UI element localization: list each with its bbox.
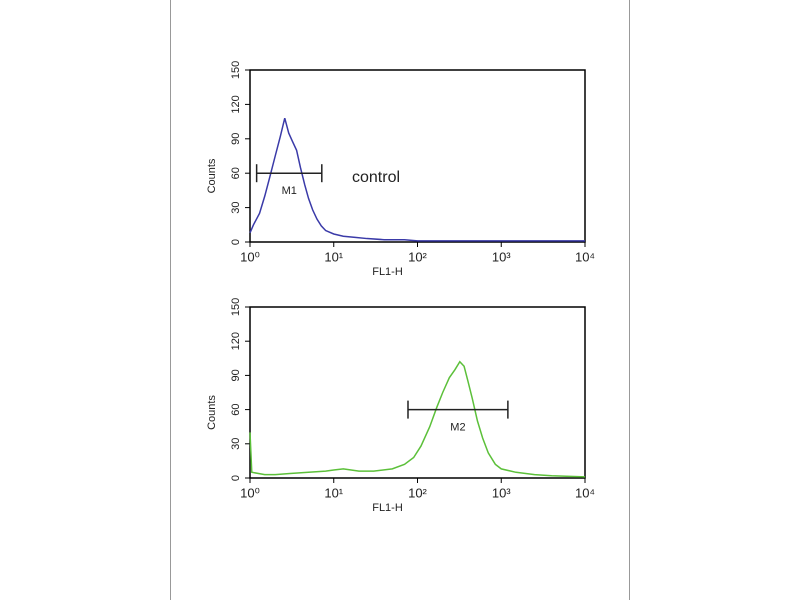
histogram-line [249, 117, 585, 242]
x-tick-label: 10¹ [324, 249, 343, 264]
y-axis-label: Counts [206, 395, 218, 430]
histogram-line [249, 360, 586, 478]
x-tick-label: 10⁰ [240, 485, 260, 500]
x-axis-label: FL1-H [372, 266, 403, 278]
y-tick-label: 60 [230, 403, 242, 415]
y-tick-label: 150 [230, 61, 242, 79]
x-axis-label: FL1-H [372, 502, 403, 514]
x-tick-label: 10³ [492, 485, 511, 500]
y-tick-label: 150 [230, 298, 242, 316]
x-tick-label: 10⁴ [575, 485, 595, 500]
x-tick-label: 10⁰ [240, 249, 260, 264]
y-tick-label: 90 [230, 369, 242, 381]
gate-label: M1 [282, 185, 297, 197]
x-tick-label: 10¹ [324, 485, 343, 500]
y-tick-label: 30 [230, 201, 242, 213]
y-tick-label: 0 [230, 475, 242, 481]
x-tick-label: 10² [408, 485, 427, 500]
x-tick-label: 10³ [492, 249, 511, 264]
y-tick-label: 90 [230, 133, 242, 145]
gate-label: M2 [450, 422, 465, 434]
y-axis-label: Counts [206, 158, 218, 193]
y-tick-label: 60 [230, 167, 242, 179]
x-tick-label: 10² [408, 249, 427, 264]
annotation: control [352, 169, 400, 186]
y-tick-label: 120 [230, 332, 242, 350]
x-tick-label: 10⁴ [575, 249, 595, 264]
y-tick-label: 30 [230, 438, 242, 450]
y-tick-label: 120 [230, 95, 242, 113]
y-tick-label: 0 [230, 239, 242, 245]
